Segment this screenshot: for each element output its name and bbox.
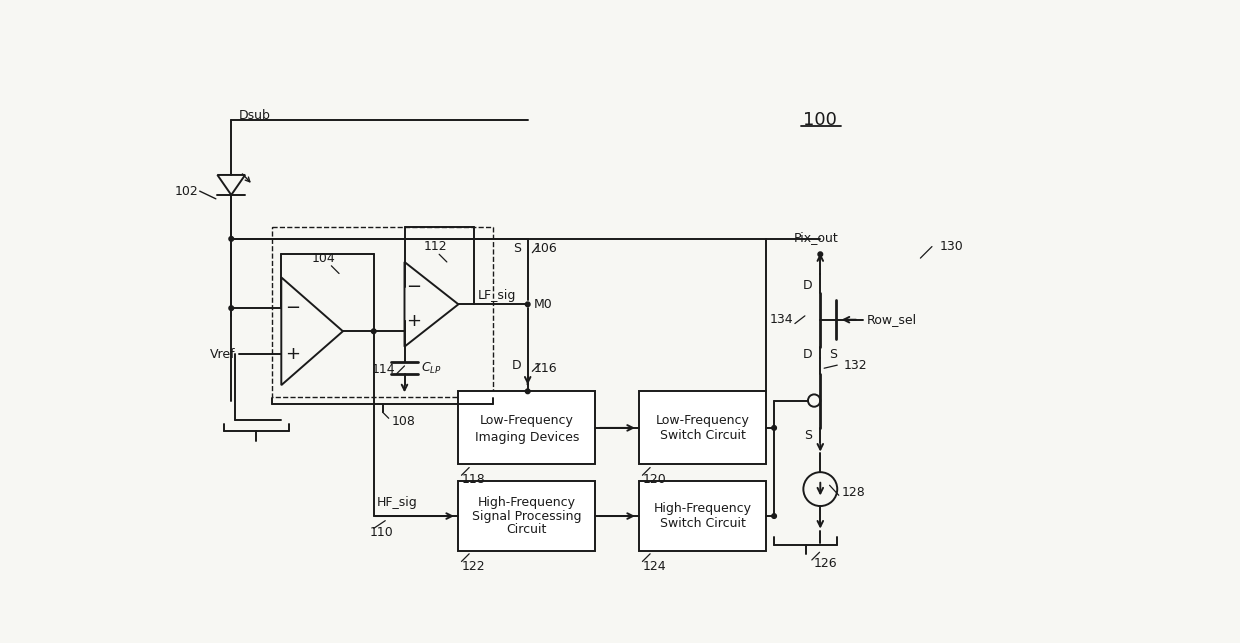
Text: 112: 112 — [424, 240, 448, 253]
Text: Vref: Vref — [210, 348, 236, 361]
Text: 108: 108 — [392, 415, 415, 428]
Text: +: + — [285, 345, 300, 363]
Circle shape — [818, 252, 822, 257]
Text: −: − — [407, 278, 422, 296]
Circle shape — [229, 237, 233, 241]
Text: 104: 104 — [311, 251, 335, 265]
Bar — [459, 482, 595, 550]
Bar — [459, 392, 595, 464]
Text: $C_{LP}$: $C_{LP}$ — [422, 361, 443, 376]
Text: Pix_out: Pix_out — [794, 231, 838, 244]
Bar — [640, 482, 766, 550]
Text: HF_sig: HF_sig — [377, 496, 417, 509]
Text: S: S — [805, 429, 812, 442]
Text: High-Frequency: High-Frequency — [653, 502, 751, 515]
Text: 100: 100 — [804, 111, 837, 129]
Text: 128: 128 — [842, 487, 866, 500]
Circle shape — [526, 302, 529, 307]
Text: Low-Frequency: Low-Frequency — [656, 413, 750, 427]
Text: 126: 126 — [813, 557, 837, 570]
Text: S: S — [830, 348, 837, 361]
Text: 114: 114 — [372, 363, 396, 376]
Text: 118: 118 — [461, 473, 485, 486]
Text: D: D — [804, 348, 812, 361]
Text: LF_sig: LF_sig — [477, 289, 516, 302]
Bar — [272, 228, 494, 397]
Circle shape — [229, 306, 233, 311]
Text: 116: 116 — [534, 362, 558, 375]
Circle shape — [526, 389, 529, 394]
Text: 120: 120 — [642, 473, 666, 486]
Text: Dsub: Dsub — [239, 109, 270, 122]
Circle shape — [372, 329, 376, 334]
Text: +: + — [407, 312, 422, 331]
Text: 124: 124 — [642, 559, 666, 573]
Bar — [640, 392, 766, 464]
Text: Imaging Devices: Imaging Devices — [475, 431, 579, 444]
Circle shape — [771, 514, 776, 518]
Text: S: S — [513, 242, 522, 255]
Text: 110: 110 — [370, 527, 393, 539]
Text: −: − — [285, 299, 300, 317]
Text: D: D — [804, 278, 812, 291]
Text: Switch Circuit: Switch Circuit — [660, 517, 745, 530]
Text: 106: 106 — [534, 242, 558, 255]
Text: Switch Circuit: Switch Circuit — [660, 429, 745, 442]
Text: Low-Frequency: Low-Frequency — [480, 413, 574, 427]
Text: 122: 122 — [461, 559, 485, 573]
Text: 134: 134 — [770, 313, 794, 326]
Text: 132: 132 — [843, 359, 867, 372]
Text: Signal Processing: Signal Processing — [472, 509, 582, 523]
Text: High-Frequency: High-Frequency — [477, 496, 575, 509]
Text: D: D — [512, 359, 522, 372]
Text: 102: 102 — [175, 185, 198, 197]
Text: Circuit: Circuit — [507, 523, 547, 536]
Text: 130: 130 — [940, 240, 963, 253]
Text: Row_sel: Row_sel — [867, 313, 916, 326]
Text: M0: M0 — [534, 298, 553, 311]
Circle shape — [771, 426, 776, 430]
